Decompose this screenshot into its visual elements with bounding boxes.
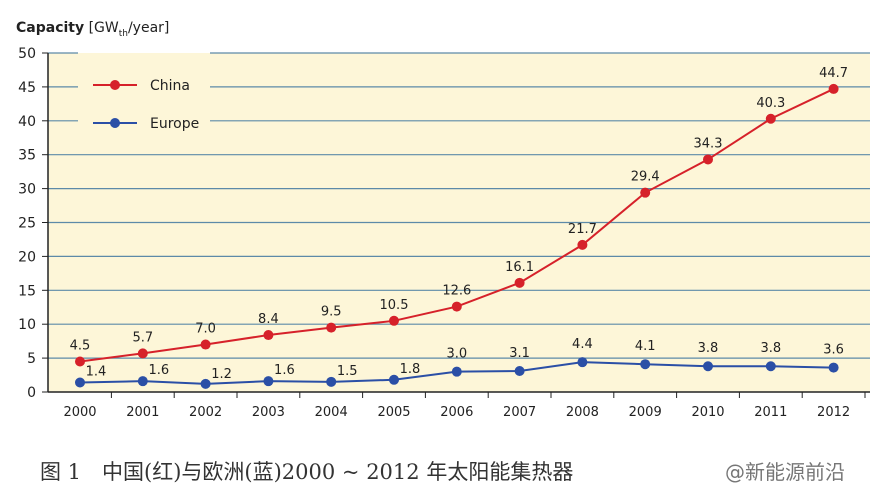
data-point	[75, 356, 85, 367]
data-point	[75, 377, 85, 388]
x-tick-label: 2002	[189, 405, 222, 420]
data-point	[200, 378, 211, 389]
data-point	[326, 376, 337, 387]
data-label: 3.1	[509, 346, 530, 361]
data-label: 10.5	[380, 298, 409, 313]
data-label: 1.6	[148, 363, 169, 378]
y-tick-label: 15	[18, 283, 36, 299]
data-point	[451, 301, 462, 312]
data-point	[765, 113, 776, 124]
data-point	[765, 361, 776, 372]
figure-caption: 图 1 中国(红)与欧洲(蓝)2000 ~ 2012 年太阳能集热器	[40, 460, 574, 484]
x-tick-label: 2000	[63, 405, 96, 420]
data-point	[703, 361, 713, 372]
data-label: 40.3	[756, 96, 785, 111]
data-point	[389, 315, 399, 326]
line-chart: 0 5 10 15 20 25 30 35 40 45 50 2000 2001 2002 2003 2004…	[18, 46, 870, 420]
y-tick-label: 50	[18, 46, 36, 62]
data-point	[828, 83, 839, 94]
data-point	[828, 362, 839, 373]
data-point	[640, 187, 651, 198]
legend-label-china: China	[150, 78, 190, 94]
data-point	[326, 322, 337, 333]
x-tick-label: 2003	[252, 405, 285, 420]
data-label: 1.6	[274, 363, 295, 378]
data-point	[200, 339, 211, 350]
data-label: 1.8	[400, 362, 421, 377]
y-tick-label: 40	[18, 114, 36, 130]
data-label: 29.4	[631, 170, 660, 185]
x-tick-label: 2010	[691, 405, 724, 420]
y-tick-label: 5	[27, 351, 36, 367]
y-axis-label: Capacity [GWth/year]	[16, 20, 170, 39]
data-point	[514, 365, 525, 376]
y-tick-label: 0	[27, 385, 36, 401]
x-tick-label: 2008	[566, 405, 599, 420]
y-tick-label: 45	[18, 80, 36, 96]
data-label: 7.0	[195, 322, 216, 337]
data-label: 4.4	[572, 337, 593, 352]
data-label: 3.6	[823, 343, 844, 358]
x-tick-label: 2004	[315, 405, 348, 420]
x-tick-label: 2009	[629, 405, 662, 420]
y-tick-label: 25	[18, 216, 36, 232]
watermark: @新能源前沿	[725, 460, 845, 484]
data-label: 12.6	[442, 284, 471, 299]
data-label: 44.7	[819, 66, 848, 81]
x-tick-label: 2011	[754, 405, 787, 420]
data-label: 3.8	[760, 341, 781, 356]
x-tick-label: 2001	[126, 405, 159, 420]
y-tick-label: 30	[18, 182, 36, 198]
y-tick-label: 20	[18, 249, 36, 265]
data-label: 5.7	[132, 330, 153, 345]
data-label: 16.1	[505, 260, 534, 275]
data-label: 3.8	[698, 341, 719, 356]
data-label: 3.0	[446, 347, 467, 362]
x-tick-label: 2007	[503, 405, 536, 420]
data-label: 1.2	[211, 367, 232, 382]
data-point	[577, 357, 588, 368]
legend-marker	[110, 118, 120, 128]
data-label: 1.4	[86, 365, 107, 380]
data-label: 34.3	[694, 136, 723, 151]
data-label: 4.5	[70, 338, 91, 353]
x-tick-label: 2012	[817, 405, 850, 420]
data-point	[263, 376, 274, 387]
data-point	[263, 330, 274, 341]
legend-marker	[110, 80, 120, 90]
data-point	[577, 239, 588, 250]
y-tick-label: 35	[18, 148, 36, 164]
data-point	[640, 359, 651, 370]
x-tick-label: 2005	[377, 405, 410, 420]
data-point	[137, 376, 148, 387]
data-point	[137, 348, 148, 359]
legend-label-europe: Europe	[150, 116, 199, 132]
data-label: 4.1	[635, 339, 656, 354]
data-point	[389, 374, 399, 385]
y-tick-label: 10	[18, 317, 36, 333]
data-label: 9.5	[321, 305, 342, 320]
data-point	[451, 366, 462, 377]
x-tick-label: 2006	[440, 405, 473, 420]
data-label: 1.5	[337, 364, 358, 379]
data-label: 21.7	[568, 222, 597, 237]
data-point	[703, 154, 713, 165]
data-point	[514, 277, 525, 288]
data-label: 8.4	[258, 312, 279, 327]
